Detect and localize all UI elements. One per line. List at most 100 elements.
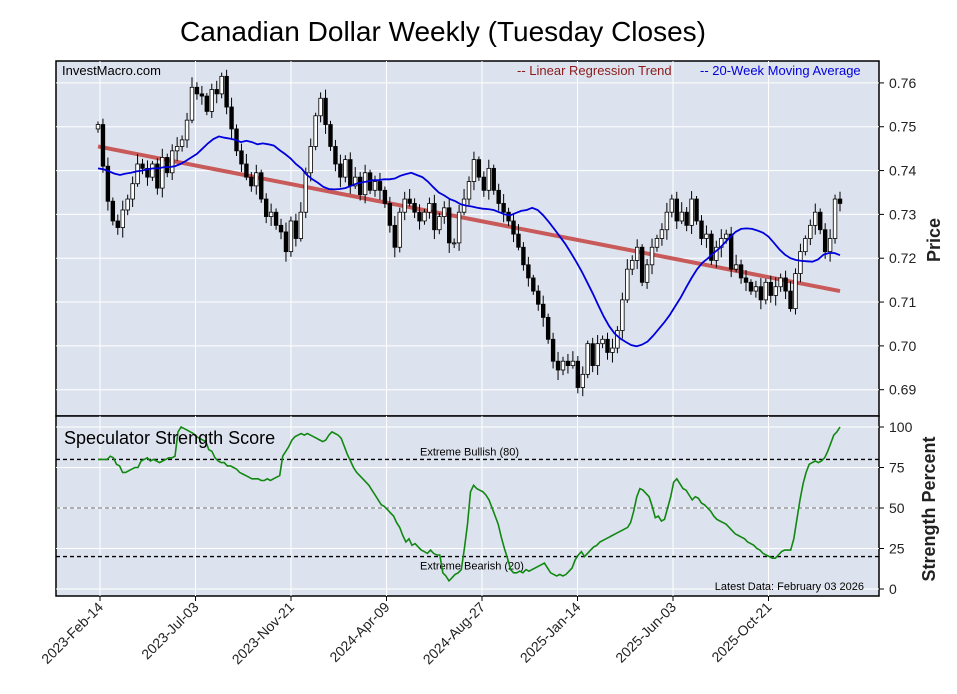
candle bbox=[244, 153, 249, 181]
candle bbox=[353, 167, 358, 189]
candle-body bbox=[486, 167, 491, 191]
candle-body bbox=[303, 172, 308, 213]
legend-regression: -- Linear Regression Trend bbox=[517, 63, 672, 78]
x-tick-label: 2025-Jun-03 bbox=[612, 599, 679, 666]
candle bbox=[338, 154, 343, 188]
candle-body bbox=[357, 176, 363, 196]
candle-body bbox=[140, 163, 145, 169]
candle-body bbox=[194, 86, 200, 95]
candle bbox=[278, 218, 284, 240]
candle bbox=[798, 243, 803, 283]
candle bbox=[669, 194, 675, 218]
candle bbox=[239, 143, 244, 172]
candle bbox=[575, 356, 581, 394]
candle-body bbox=[501, 203, 506, 213]
candle bbox=[630, 255, 635, 276]
candle bbox=[224, 69, 229, 115]
candle-body bbox=[278, 224, 284, 233]
candle-body bbox=[362, 172, 368, 196]
price-y-tick-label: 0.70 bbox=[889, 338, 916, 354]
candle bbox=[120, 200, 125, 238]
candle bbox=[427, 197, 432, 219]
candle-body bbox=[674, 198, 679, 222]
candle-body bbox=[145, 167, 150, 178]
candle-body bbox=[427, 203, 432, 213]
candle bbox=[293, 213, 299, 247]
candle bbox=[570, 351, 576, 369]
candle bbox=[649, 238, 655, 275]
candle-body bbox=[397, 211, 402, 248]
candle-body bbox=[822, 229, 828, 253]
candle-body bbox=[704, 233, 709, 239]
candle bbox=[699, 215, 704, 246]
candle-body bbox=[654, 238, 660, 248]
candle bbox=[105, 157, 111, 211]
candle bbox=[704, 225, 709, 248]
candle-body bbox=[837, 198, 843, 204]
candle-body bbox=[353, 176, 358, 187]
candle bbox=[679, 202, 684, 225]
candle-body bbox=[550, 338, 556, 362]
candle-body bbox=[155, 163, 160, 189]
candle bbox=[684, 207, 689, 232]
candle-body bbox=[728, 233, 734, 270]
candle-body bbox=[620, 299, 625, 331]
candle-body bbox=[476, 159, 482, 178]
candle bbox=[536, 285, 541, 311]
x-tick-label: 2023-Nov-21 bbox=[229, 599, 298, 668]
candle-body bbox=[184, 119, 190, 141]
candle bbox=[407, 189, 412, 207]
candle-body bbox=[758, 286, 764, 301]
price-panel: 0.69 0.70 0.71 0.72 0.73 0.74 0.75 0.76 InvestM… bbox=[55, 60, 944, 417]
candle-body bbox=[560, 360, 566, 371]
candle bbox=[620, 292, 625, 339]
strength-y-tick-label: 50 bbox=[889, 500, 905, 516]
candle-body bbox=[417, 211, 422, 222]
candlesticks bbox=[95, 69, 843, 397]
candle bbox=[333, 139, 338, 172]
candle bbox=[615, 326, 620, 354]
candle bbox=[442, 201, 447, 224]
candle-body bbox=[412, 203, 417, 213]
candle bbox=[451, 238, 457, 249]
candle-body bbox=[634, 246, 640, 261]
candle bbox=[526, 256, 531, 287]
candle bbox=[466, 176, 472, 205]
candle-body bbox=[323, 97, 328, 125]
candle-body bbox=[95, 124, 101, 130]
candle-body bbox=[288, 220, 294, 253]
candle-body bbox=[224, 75, 229, 108]
price-y-tick-label: 0.69 bbox=[889, 382, 916, 398]
candle bbox=[318, 92, 323, 123]
candle bbox=[308, 138, 313, 182]
candle bbox=[689, 191, 694, 234]
candle-body bbox=[526, 264, 531, 279]
candle-body bbox=[684, 211, 689, 226]
candle-body bbox=[699, 220, 704, 239]
candle bbox=[733, 254, 739, 273]
candle bbox=[194, 82, 200, 100]
candle bbox=[605, 332, 610, 360]
candle-body bbox=[244, 163, 249, 178]
candle-body bbox=[689, 198, 694, 226]
candle bbox=[343, 155, 348, 183]
strength-y-label: Strength Percent bbox=[919, 436, 939, 581]
candle-body bbox=[813, 211, 818, 226]
candle-body bbox=[827, 238, 833, 253]
candle bbox=[664, 202, 670, 240]
candle bbox=[654, 234, 660, 252]
candle-body bbox=[545, 316, 551, 340]
candle bbox=[639, 244, 645, 287]
candle-body bbox=[130, 183, 135, 200]
candle-body bbox=[471, 159, 477, 182]
candle bbox=[560, 356, 566, 376]
strength-y-tick-label: 25 bbox=[889, 541, 905, 557]
candle-body bbox=[259, 172, 264, 200]
candle-body bbox=[595, 343, 600, 366]
candle bbox=[476, 156, 482, 181]
candle-body bbox=[615, 330, 620, 349]
candle bbox=[130, 176, 135, 208]
candle bbox=[758, 278, 764, 310]
candle-body bbox=[343, 159, 348, 178]
